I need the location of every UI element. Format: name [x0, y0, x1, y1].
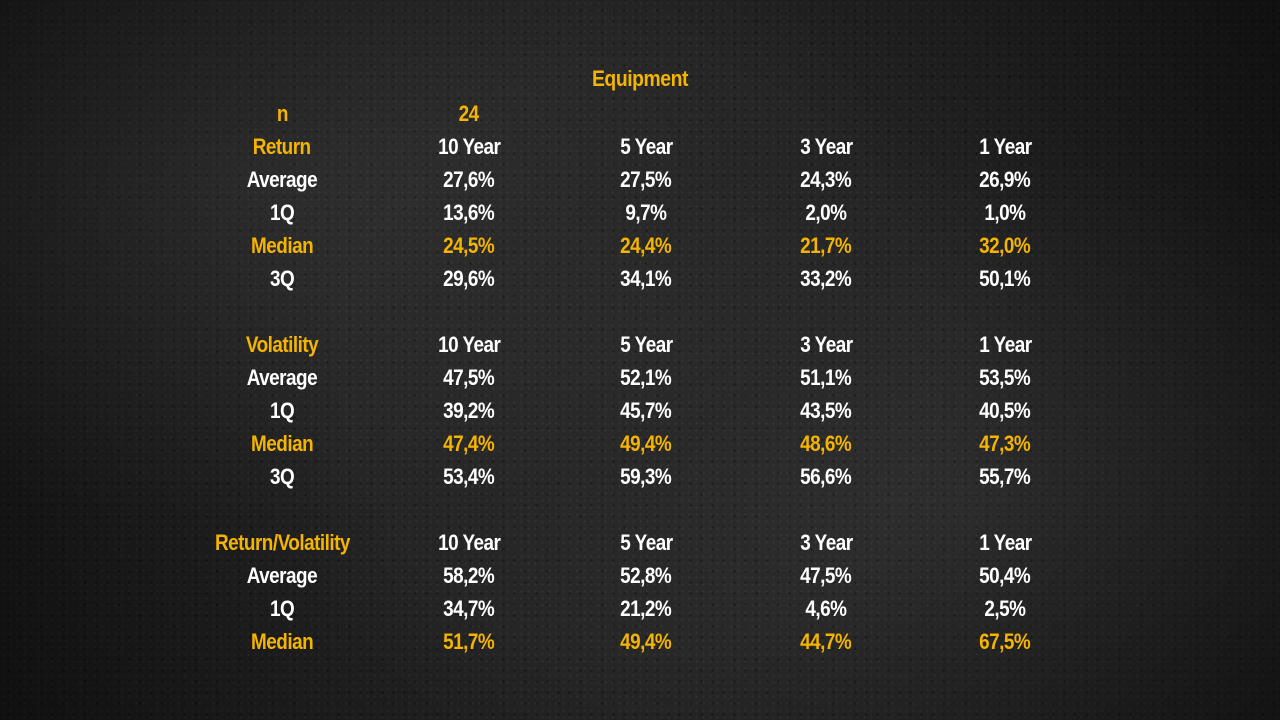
value-cell: 34,1%: [620, 266, 672, 291]
value-cell: 51,7%: [443, 629, 495, 654]
value-cell: 51,1%: [800, 365, 852, 390]
column-header: 5 Year: [619, 530, 673, 555]
section-header: Volatility: [245, 332, 319, 357]
value-cell: 40,5%: [979, 398, 1031, 423]
column-header: 3 Year: [799, 134, 853, 159]
column-header: 10 Year: [437, 530, 501, 555]
value-cell: 43,5%: [800, 398, 852, 423]
value-cell: 52,8%: [620, 563, 672, 588]
row-label: 1Q: [269, 200, 295, 225]
value-cell: 24,5%: [443, 233, 495, 258]
value-cell: 1,0%: [984, 200, 1026, 225]
value-cell: 34,7%: [443, 596, 495, 621]
value-cell: 32,0%: [979, 233, 1031, 258]
row-label: Average: [246, 167, 318, 192]
value-cell: 45,7%: [620, 398, 672, 423]
return-volatility-header-row: Return/Volatility 10 Year 5 Year 3 Year …: [0, 527, 1280, 559]
value-cell: 56,6%: [800, 464, 852, 489]
row-label: Median: [250, 629, 314, 654]
value-cell: 47,3%: [979, 431, 1031, 456]
value-cell: 52,1%: [620, 365, 672, 390]
table-row: Average 27,6% 27,5% 24,3% 26,9%: [0, 164, 1280, 196]
value-cell: 49,4%: [620, 431, 672, 456]
value-cell: 24,3%: [800, 167, 852, 192]
row-label: Median: [250, 431, 314, 456]
value-cell: 59,3%: [620, 464, 672, 489]
value-cell: 4,6%: [805, 596, 847, 621]
table-row-median: Median 51,7% 49,4% 44,7% 67,5%: [0, 626, 1280, 658]
value-cell: 50,1%: [979, 266, 1031, 291]
value-cell: 24,4%: [620, 233, 672, 258]
value-cell: 26,9%: [979, 167, 1031, 192]
row-label: 3Q: [269, 464, 295, 489]
value-cell: 21,2%: [620, 596, 672, 621]
row-label: Average: [246, 563, 318, 588]
value-cell: 49,4%: [620, 629, 672, 654]
column-header: 5 Year: [619, 134, 673, 159]
value-cell: 53,4%: [443, 464, 495, 489]
table-row-median: Median 47,4% 49,4% 48,6% 47,3%: [0, 428, 1280, 460]
value-cell: 44,7%: [800, 629, 852, 654]
value-cell: 39,2%: [443, 398, 495, 423]
volatility-header-row: Volatility 10 Year 5 Year 3 Year 1 Year: [0, 329, 1280, 361]
table-row: 3Q 29,6% 34,1% 33,2% 50,1%: [0, 263, 1280, 295]
table-row: Average 47,5% 52,1% 51,1% 53,5%: [0, 362, 1280, 394]
section-header: Return: [253, 134, 311, 159]
column-header: 10 Year: [437, 134, 501, 159]
value-cell: 53,5%: [979, 365, 1031, 390]
value-cell: 21,7%: [800, 233, 852, 258]
table-row: 1Q 34,7% 21,2% 4,6% 2,5%: [0, 593, 1280, 625]
value-cell: 9,7%: [625, 200, 667, 225]
value-cell: 67,5%: [979, 629, 1031, 654]
value-cell: 27,5%: [620, 167, 672, 192]
value-cell: 47,4%: [443, 431, 495, 456]
row-label: Average: [246, 365, 318, 390]
row-label: 1Q: [269, 596, 295, 621]
value-cell: 27,6%: [443, 167, 495, 192]
row-label: 3Q: [269, 266, 295, 291]
column-header: 3 Year: [799, 332, 853, 357]
column-header: 1 Year: [978, 332, 1032, 357]
n-label: n: [276, 101, 288, 126]
value-cell: 2,0%: [805, 200, 847, 225]
column-header: 3 Year: [799, 530, 853, 555]
value-cell: 48,6%: [800, 431, 852, 456]
value-cell: 13,6%: [443, 200, 495, 225]
column-header: 1 Year: [978, 134, 1032, 159]
table-row: 1Q 13,6% 9,7% 2,0% 1,0%: [0, 197, 1280, 229]
table-row: 3Q 53,4% 59,3% 56,6% 55,7%: [0, 461, 1280, 493]
value-cell: 58,2%: [443, 563, 495, 588]
row-label: Median: [250, 233, 314, 258]
value-cell: 47,5%: [443, 365, 495, 390]
column-header: 5 Year: [619, 332, 673, 357]
column-header: 1 Year: [978, 530, 1032, 555]
column-header: 10 Year: [437, 332, 501, 357]
section-header: Return/Volatility: [214, 530, 350, 555]
value-cell: 55,7%: [979, 464, 1031, 489]
table-row: 1Q 39,2% 45,7% 43,5% 40,5%: [0, 395, 1280, 427]
table-row-median: Median 24,5% 24,4% 21,7% 32,0%: [0, 230, 1280, 262]
value-cell: 29,6%: [443, 266, 495, 291]
value-cell: 47,5%: [800, 563, 852, 588]
value-cell: 50,4%: [979, 563, 1031, 588]
n-value: 24: [458, 101, 480, 126]
value-cell: 2,5%: [984, 596, 1026, 621]
return-header-row: Return 10 Year 5 Year 3 Year 1 Year: [0, 131, 1280, 163]
n-row: n 24: [0, 98, 1280, 130]
slide-title: Equipment: [591, 66, 689, 91]
table-row: Average 58,2% 52,8% 47,5% 50,4%: [0, 560, 1280, 592]
value-cell: 33,2%: [800, 266, 852, 291]
row-label: 1Q: [269, 398, 295, 423]
